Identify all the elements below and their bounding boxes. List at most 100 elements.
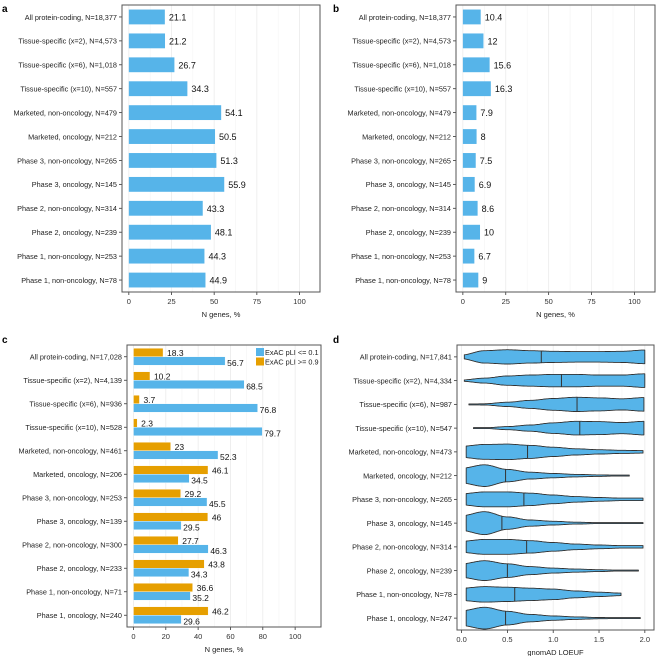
x-tick-label: 100 xyxy=(289,632,302,641)
bar-value-label: 46 xyxy=(212,512,222,522)
bar-pli-high xyxy=(133,606,209,616)
category-label: Tissue-specific (x=6), N=1,018 xyxy=(18,61,117,70)
panel-letter-c: c xyxy=(2,335,8,346)
bar-value-label: 29.2 xyxy=(185,489,202,499)
category-label: Marketed, oncology, N=212 xyxy=(28,132,117,141)
bar-pli-high xyxy=(133,348,164,357)
x-axis-title: gnomAD LOEUF xyxy=(527,648,584,656)
x-axis-title: N genes, % xyxy=(536,310,575,319)
bar xyxy=(462,81,491,97)
category-label: Phase 1, non-oncology, N=253 xyxy=(351,252,451,261)
bar-value-label: 43.8 xyxy=(208,559,225,569)
violin xyxy=(465,606,641,630)
bar-value-label: 55.9 xyxy=(228,180,246,190)
category-label: Marketed, non-oncology, N=473 xyxy=(348,448,452,457)
category-label: Tissue-specific (x=10), N=557 xyxy=(20,85,117,94)
x-tick-label: 25 xyxy=(167,297,175,306)
bar xyxy=(128,248,205,264)
x-axis-title: N genes, % xyxy=(202,310,241,319)
category-label: Phase 3, non-oncology, N=265 xyxy=(352,495,452,504)
bar-value-label: 16.3 xyxy=(495,84,513,94)
panel-letter-a: a xyxy=(2,4,8,15)
legend-swatch xyxy=(256,357,264,366)
category-label: Phase 3, oncology, N=145 xyxy=(366,180,451,189)
bar xyxy=(128,33,166,49)
bar-value-label: 34.5 xyxy=(191,475,208,485)
bar-pli-low xyxy=(133,497,208,507)
bar-pli-high xyxy=(133,489,181,498)
panel-d: 0.0 0.5 1.0 1.5 2.0 All protein-coding, N=17,… xyxy=(348,344,655,657)
bar-pli-high xyxy=(133,583,193,592)
bar-value-label: 46.2 xyxy=(212,606,229,616)
category-label: Phase 3, non-oncology, N=265 xyxy=(351,156,451,165)
bar-value-label: 10 xyxy=(484,228,494,238)
category-label: Tissue-specific (x=2), N=4,573 xyxy=(18,37,117,46)
bar-value-label: 45.5 xyxy=(209,499,226,509)
x-tick-label: 40 xyxy=(194,632,202,641)
bar-value-label: 21.1 xyxy=(169,12,187,22)
bar xyxy=(128,81,188,97)
bar-value-label: 34.3 xyxy=(191,569,208,579)
legend-swatch xyxy=(256,348,264,356)
bar-value-label: 68.5 xyxy=(246,381,263,391)
bar-pli-high xyxy=(133,536,179,545)
category-label: All protein-coding, N=17,028 xyxy=(30,353,122,362)
x-tick-label: 60 xyxy=(226,632,234,641)
bar-value-label: 36.6 xyxy=(197,583,214,593)
bar-pli-low xyxy=(133,544,209,554)
bar-value-label: 7.9 xyxy=(480,108,493,118)
bar-value-label: 3.7 xyxy=(143,395,155,405)
category-label: Phase 2, oncology, N=239 xyxy=(366,228,451,237)
category-label: Tissue-specific (x=2), N=4,573 xyxy=(352,37,451,46)
x-tick-label: 0 xyxy=(131,632,135,641)
bar-value-label: 23 xyxy=(175,442,185,452)
violin xyxy=(465,511,644,536)
category-label: Tissue-specific (x=10), N=547 xyxy=(355,424,452,433)
bar-value-label: 46.3 xyxy=(210,546,227,556)
bar-pli-high xyxy=(133,418,138,428)
bar-value-label: 56.7 xyxy=(227,358,244,368)
x-tick-label: 50 xyxy=(544,297,552,306)
bar-value-label: 18.3 xyxy=(167,348,184,358)
category-label: Tissue-specific (x=6), N=1,018 xyxy=(352,61,451,70)
bar-value-label: 48.1 xyxy=(215,228,233,238)
bar-value-label: 76.8 xyxy=(260,405,277,415)
legend-label: ExAC pLI <= 0.1 xyxy=(265,348,319,357)
bar xyxy=(462,33,484,49)
bar xyxy=(128,224,211,240)
violin xyxy=(465,586,622,603)
x-tick-label: 0.0 xyxy=(456,635,466,644)
category-label: Phase 1, non-oncology, N=78 xyxy=(21,276,117,285)
category-label: Tissue-specific (x=10), N=528 xyxy=(25,423,122,432)
x-tick-label: 25 xyxy=(502,297,510,306)
violin xyxy=(465,538,644,555)
category-label: Tissue-specific (x=10), N=557 xyxy=(354,85,451,94)
bar-value-label: 46.1 xyxy=(212,465,229,475)
category-label: All protein-coding, N=17,841 xyxy=(360,353,452,362)
bar-value-label: 10.2 xyxy=(154,371,171,381)
category-label: Tissue-specific (x=6), N=987 xyxy=(359,400,452,409)
bar-pli-low xyxy=(133,474,190,483)
bar-value-label: 27.7 xyxy=(182,536,199,546)
category-label: Phase 1, oncology, N=247 xyxy=(367,614,452,623)
bar-pli-low xyxy=(133,403,258,413)
bar-value-label: 79.7 xyxy=(264,428,281,438)
bar xyxy=(128,153,217,168)
violin xyxy=(463,349,646,365)
plot-frame xyxy=(456,344,655,631)
bar xyxy=(462,57,490,73)
violin xyxy=(465,443,644,461)
violin xyxy=(465,491,644,508)
category-label: Marketed, non-oncology, N=479 xyxy=(347,108,451,117)
violin xyxy=(465,464,630,487)
x-tick-label: 80 xyxy=(259,632,267,641)
violin xyxy=(463,373,646,388)
bar-value-label: 43.3 xyxy=(207,204,225,214)
bar-pli-high xyxy=(133,465,209,475)
bar xyxy=(462,272,479,288)
x-tick-label: 0.5 xyxy=(502,635,512,644)
bar-value-label: 21.2 xyxy=(169,36,187,46)
bar xyxy=(462,129,477,144)
category-label: Phase 2, oncology, N=239 xyxy=(32,228,117,237)
